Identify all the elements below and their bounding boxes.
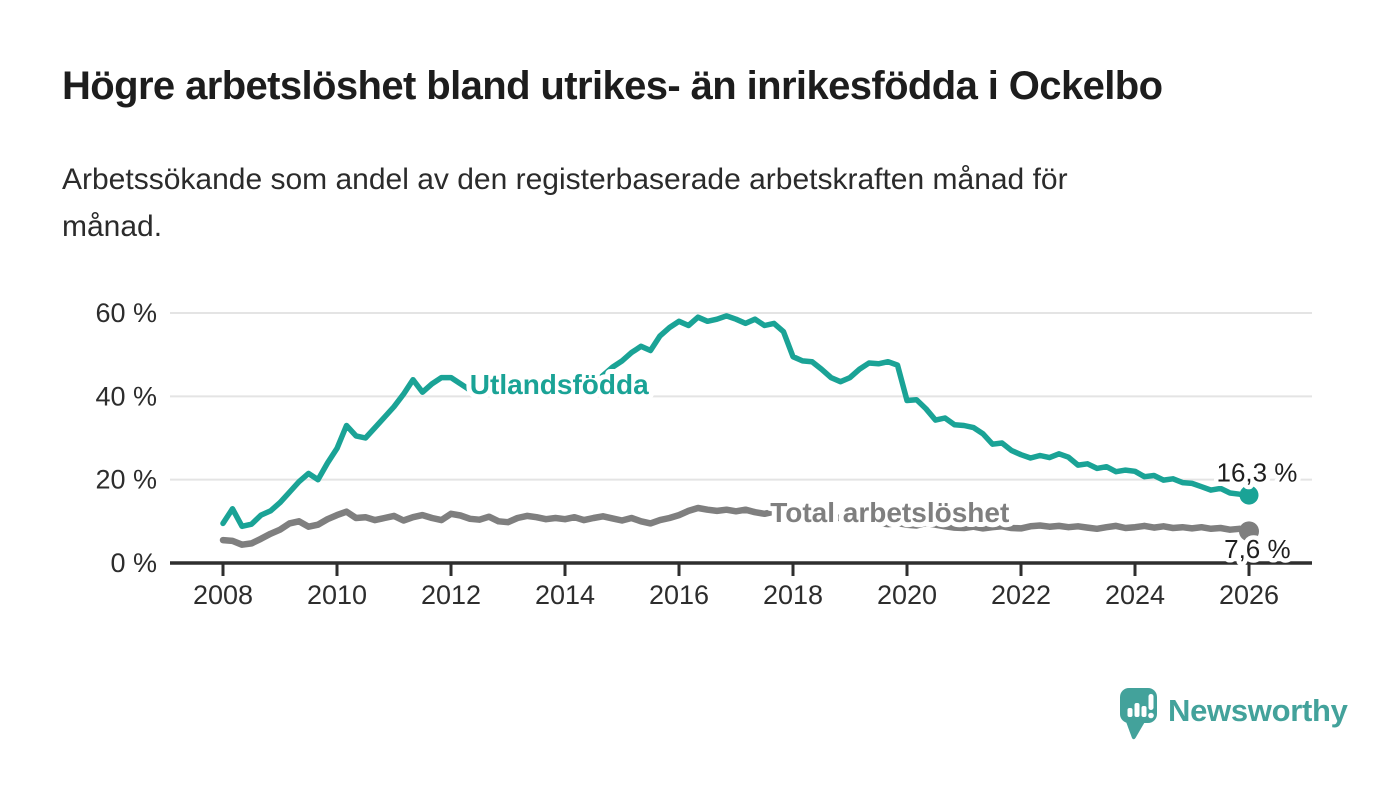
chart-subtitle-line-1: Arbetssökande som andel av den registerb… (62, 163, 1068, 196)
x-tick-label: 2022 (991, 580, 1051, 610)
series-end-dot-0 (1239, 485, 1259, 505)
exclamation-bar-icon (1148, 694, 1154, 710)
series-end-value-label-0: 16,3 % (1216, 457, 1297, 487)
x-tick-label: 2024 (1105, 580, 1165, 610)
newsworthy-logo-svg: Newsworthy (1120, 688, 1349, 740)
y-tick-label: 0 % (110, 548, 157, 578)
series-label-1: Total arbetslöshet (770, 497, 1009, 528)
x-tick-label: 2010 (307, 580, 367, 610)
x-tick-label: 2014 (535, 580, 595, 610)
series-end-value-label-1: 7,6 % (1224, 534, 1291, 564)
x-tick-label: 2016 (649, 580, 709, 610)
series-label-0: Utlandsfödda (470, 369, 649, 400)
chart-subtitle-line-2: månad. (62, 210, 163, 243)
bar-icon-tall (1134, 703, 1140, 717)
y-tick-label: 40 % (95, 381, 157, 411)
bar-icon-medium (1141, 706, 1147, 717)
series-end-dot-1 (1239, 521, 1260, 542)
x-tick-label: 2026 (1219, 580, 1279, 610)
x-tick-label: 2008 (193, 580, 253, 610)
newsworthy-logo: Newsworthy (1100, 678, 1370, 752)
newsworthy-wordmark: Newsworthy (1168, 693, 1349, 728)
y-tick-label: 60 % (95, 298, 157, 328)
exclamation-dot-icon (1148, 712, 1154, 719)
y-tick-label: 20 % (95, 465, 157, 495)
line-chart-svg: 0 % 20 % 40 % 60 % 2008 2010 2012 2014 2016 2018 2… (95, 298, 1312, 610)
x-tick-label: 2012 (421, 580, 481, 610)
bar-icon-small (1127, 708, 1133, 717)
speech-bubble-bar-chart-icon (1120, 688, 1157, 740)
chart-title: Högre arbetslöshet bland utrikes- än inr… (62, 64, 1163, 108)
line-chart-plot: 0 % 20 % 40 % 60 % 2008 2010 2012 2014 2016 2018 2… (0, 268, 1400, 613)
series-line-0 (220, 313, 1252, 530)
x-tick-label: 2018 (763, 580, 823, 610)
chart-subtitle: Arbetssökande som andel av den registerb… (62, 156, 1068, 250)
series-line-1 (219, 504, 1253, 548)
x-tick-label: 2020 (877, 580, 937, 610)
